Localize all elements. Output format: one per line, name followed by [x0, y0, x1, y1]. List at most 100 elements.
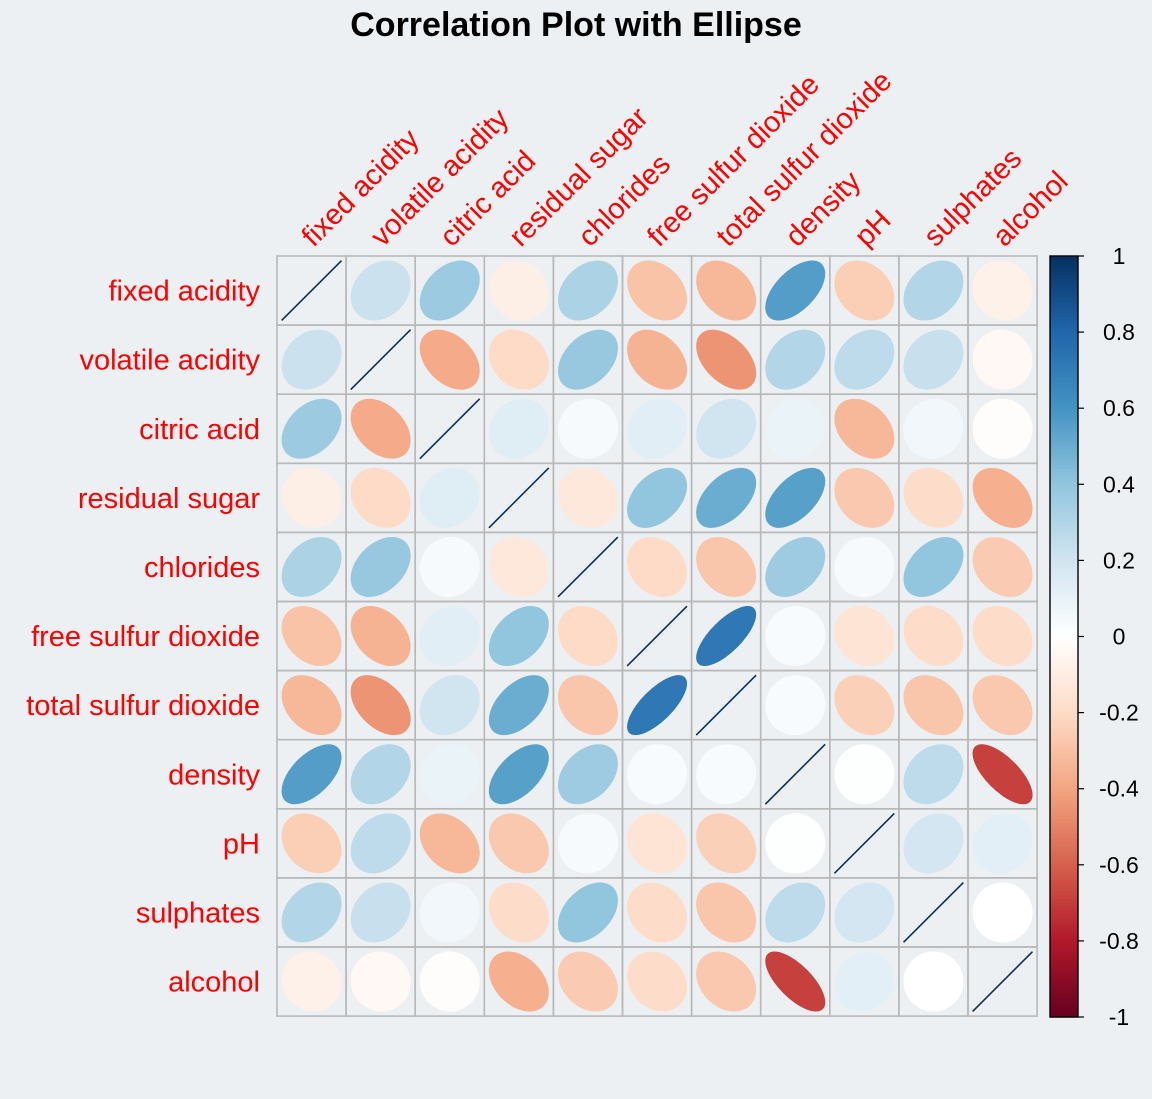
colorbar-segment [1050, 853, 1078, 858]
colorbar-segment [1050, 670, 1078, 676]
colorbar-segment [1050, 347, 1078, 352]
colorbar-segment [1050, 392, 1078, 398]
colorbar-segment [1050, 434, 1078, 440]
correlation-ellipse [696, 398, 757, 459]
colorbar-tick-label: 0 [1113, 624, 1126, 650]
colorbar-segment [1050, 613, 1078, 619]
colorbar-segment [1050, 838, 1078, 843]
colorbar-segment [1050, 975, 1078, 980]
colorbar-segment [1050, 872, 1078, 877]
correlation-ellipse [765, 467, 826, 528]
diagonal-line [626, 605, 688, 667]
colorbar-segment [1050, 297, 1078, 303]
correlation-ellipse [557, 882, 618, 943]
correlation-ellipse [765, 951, 826, 1012]
colorbar-segment [1050, 545, 1078, 550]
colorbar-segment [1050, 868, 1078, 874]
colorbar-segment [1050, 891, 1078, 896]
colorbar-segment [1050, 465, 1078, 470]
colorbar-segment [1050, 899, 1078, 904]
colorbar-segment [1050, 328, 1078, 333]
correlation-ellipse [834, 260, 895, 321]
colorbar-segment [1050, 944, 1078, 950]
correlation-ellipse [834, 536, 895, 597]
colorbar-segment [1050, 689, 1078, 695]
correlation-ellipse [557, 951, 618, 1012]
correlation-ellipse [696, 951, 757, 1012]
row-label: pH [223, 828, 260, 860]
colorbar-segment [1050, 857, 1078, 862]
colorbar-segment [1050, 278, 1078, 284]
correlation-ellipse [419, 536, 480, 597]
colorbar-segment [1050, 990, 1078, 995]
correlation-ellipse [627, 744, 688, 805]
colorbar-segment [1050, 925, 1078, 931]
correlation-ellipse [557, 329, 618, 390]
correlation-ellipse [903, 675, 964, 736]
correlation-ellipse [972, 882, 1033, 943]
correlation-ellipse [972, 536, 1033, 597]
correlation-ellipse [350, 675, 411, 736]
colorbar-segment [1050, 408, 1078, 413]
correlation-ellipse [765, 398, 826, 459]
colorbar-segment [1050, 343, 1078, 348]
colorbar-segment [1050, 678, 1078, 683]
colorbar-segment [1050, 963, 1078, 969]
diagonal-line [281, 260, 343, 322]
colorbar-segment [1050, 587, 1078, 592]
colorbar-segment [1050, 739, 1078, 744]
colorbar-segment [1050, 575, 1078, 581]
colorbar-tick-label: 0.2 [1103, 547, 1135, 573]
colorbar-segment [1050, 507, 1078, 512]
correlation-ellipse [281, 606, 342, 667]
colorbar-segment [1050, 952, 1078, 957]
row-label: citric acid [139, 414, 260, 446]
column-label: pH [849, 204, 898, 253]
colorbar-segment [1050, 256, 1078, 261]
correlation-ellipse [419, 260, 480, 321]
colorbar-segment [1050, 377, 1078, 383]
correlation-ellipse [903, 744, 964, 805]
colorbar-segment [1050, 971, 1078, 976]
colorbar-segment [1050, 906, 1078, 912]
correlation-ellipse [350, 606, 411, 667]
correlation-ellipse [557, 398, 618, 459]
correlation-ellipse [972, 675, 1033, 736]
colorbar-segment [1050, 682, 1078, 687]
colorbar-segment [1050, 769, 1078, 775]
row-label: residual sugar [78, 483, 260, 515]
correlation-ellipse [488, 951, 549, 1012]
diagonal-line [764, 743, 826, 805]
colorbar-segment [1050, 453, 1078, 459]
colorbar-segment [1050, 396, 1078, 402]
colorbar-segment [1050, 290, 1078, 295]
row-label: total sulfur dioxide [26, 690, 260, 722]
colorbar-segment [1050, 811, 1078, 816]
correlation-ellipse [281, 882, 342, 943]
colorbar-segment [1050, 880, 1078, 885]
correlation-ellipse [350, 744, 411, 805]
correlation-ellipse [834, 882, 895, 943]
colorbar-segment [1050, 644, 1078, 649]
colorbar-segment [1050, 480, 1078, 485]
colorbar-segment [1050, 389, 1078, 394]
colorbar-segment [1050, 320, 1078, 326]
colorbar-segment [1050, 556, 1078, 561]
correlation-ellipse [903, 606, 964, 667]
correlation-ellipse [627, 882, 688, 943]
correlation-ellipse [281, 329, 342, 390]
correlation-ellipse [903, 260, 964, 321]
colorbar-segment [1050, 537, 1078, 542]
colorbar-segment [1050, 895, 1078, 900]
colorbar-tick-label: 0.4 [1103, 471, 1135, 497]
colorbar-segment [1050, 491, 1078, 497]
correlation-ellipse [488, 744, 549, 805]
correlation-ellipse [903, 398, 964, 459]
row-label: density [168, 759, 260, 791]
colorbar-segment [1050, 548, 1078, 554]
colorbar-segment [1050, 887, 1078, 893]
correlation-ellipse [419, 882, 480, 943]
colorbar-segment [1050, 275, 1078, 280]
colorbar-segment [1050, 967, 1078, 972]
